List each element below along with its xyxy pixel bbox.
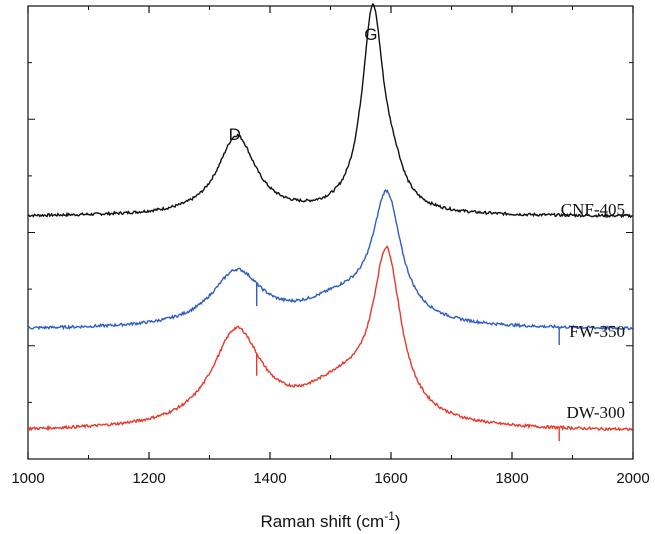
peak-label-d: D: [229, 125, 241, 144]
series-group: [27, 2, 634, 442]
x-tick-label: 1800: [495, 470, 528, 487]
x-tick-label: 1000: [11, 470, 44, 487]
series-line-fw-350: [27, 189, 634, 331]
labels-group: CNF-405 FW-350 DW-300 D G: [229, 25, 625, 422]
peak-label-g: G: [364, 25, 377, 44]
series-label-cnf-405: CNF-405: [561, 200, 625, 219]
series-label-dw-300: DW-300: [566, 403, 625, 422]
x-tick-label: 2000: [616, 470, 649, 487]
x-tick-label: 1400: [253, 470, 286, 487]
series-label-fw-350: FW-350: [569, 322, 625, 341]
x-axis-title-superscript: -1: [384, 509, 395, 523]
x-axis-title: Raman shift (cm-1): [260, 509, 400, 531]
plot-border: [27, 5, 634, 460]
x-tick-label: 1200: [132, 470, 165, 487]
x-tick-label: 1600: [374, 470, 407, 487]
plot-frame: [27, 5, 634, 460]
axis-ticks: 1000 1200 1400 1600 1800 2000: [11, 5, 650, 487]
series-line-cnf-405: [27, 2, 633, 219]
series-line-dw-300: [27, 245, 634, 432]
